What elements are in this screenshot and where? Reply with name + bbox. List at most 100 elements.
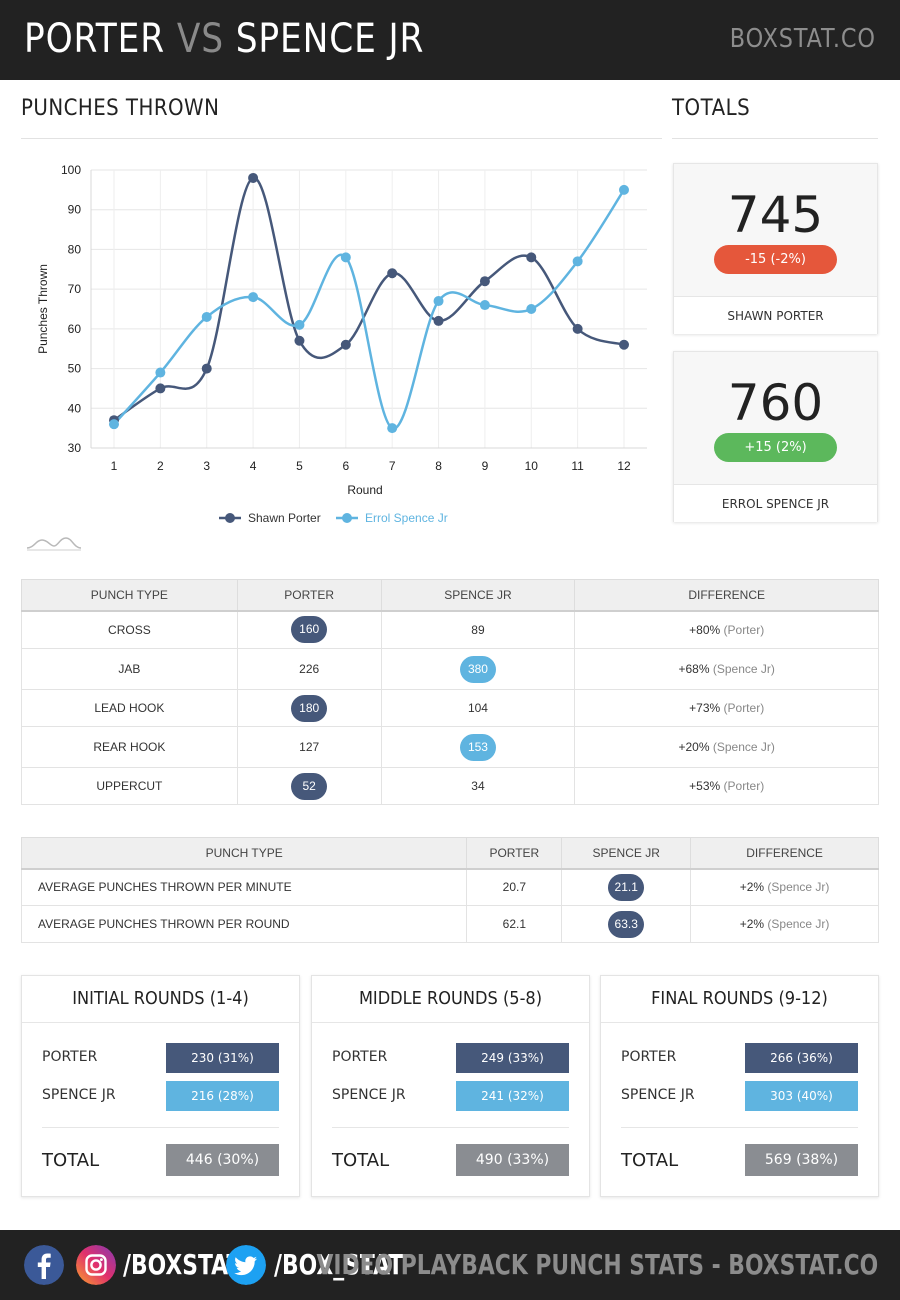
y-axis-title: Punches Thrown <box>36 264 50 354</box>
total-value: 760 <box>727 374 824 432</box>
total-label: TOTAL <box>621 1150 679 1171</box>
difference-winner: (Spence Jr) <box>767 880 830 895</box>
difference-cell: +53% (Porter) <box>574 767 879 805</box>
instagram-icon[interactable] <box>76 1245 116 1285</box>
porter-cell: 62.1 <box>466 905 563 943</box>
total-value: 446 (30%) <box>166 1144 279 1176</box>
data-point-spence <box>201 311 212 322</box>
spence-label: SPENCE JR <box>621 1087 695 1103</box>
table-header-row: PUNCH TYPE PORTER SPENCE JR DIFFERENCE <box>21 579 879 612</box>
spence-cell: 89 <box>380 610 576 649</box>
average-punches-table: PUNCH TYPE PORTER SPENCE JR DIFFERENCE A… <box>20 837 879 943</box>
twitter-icon[interactable] <box>226 1245 266 1285</box>
divider <box>21 138 662 139</box>
divider <box>672 138 878 139</box>
x-tick-label: 7 <box>389 459 396 473</box>
data-point-porter <box>479 276 490 287</box>
page-title: PORTER VS SPENCE JR <box>24 16 424 62</box>
round-card-initial: INITIAL ROUNDS (1-4) PORTER 230 (31%) SP… <box>21 975 300 1197</box>
divider <box>601 1022 878 1023</box>
spence-cell: 63.3 <box>561 905 692 943</box>
porter-cell: 226 <box>236 648 382 690</box>
data-point-spence <box>572 256 583 267</box>
difference-cell: +80% (Porter) <box>574 610 879 649</box>
punch-type-cell: JAB <box>21 648 238 690</box>
winner-pill: 380 <box>459 655 496 683</box>
punch-type-cell: LEAD HOOK <box>21 689 238 727</box>
change-badge: -15 (-2%) <box>714 245 837 274</box>
data-point-spence <box>248 292 259 303</box>
divider <box>42 1127 279 1128</box>
y-tick-label: 60 <box>68 322 82 336</box>
difference-value: +53% <box>689 779 721 793</box>
spence-label: SPENCE JR <box>332 1087 406 1103</box>
data-point-spence <box>526 304 537 314</box>
porter-label: PORTER <box>42 1049 98 1065</box>
x-tick-label: 11 <box>571 459 584 473</box>
chart-thumbnail-icon <box>26 537 82 551</box>
column-header: PORTER <box>466 837 563 870</box>
data-point-porter <box>433 315 444 326</box>
x-tick-label: 9 <box>482 459 489 473</box>
data-point-spence <box>340 252 351 263</box>
punch-type-cell: AVERAGE PUNCHES THROWN PER MINUTE <box>20 868 468 906</box>
x-tick-label: 10 <box>525 459 539 473</box>
porter-cell: 127 <box>236 726 382 768</box>
difference-winner: (Spence Jr) <box>712 740 775 754</box>
fighter-name: ERROL SPENCE JR <box>674 484 877 522</box>
x-tick-label: 1 <box>111 459 118 473</box>
round-card-title: MIDDLE ROUNDS (5-8) <box>358 988 543 1009</box>
winner-pill: 160 <box>291 616 328 644</box>
difference-value: +73% <box>689 701 721 715</box>
difference-value: +80% <box>689 622 721 637</box>
header: PORTER VS SPENCE JR BOXSTAT.CO <box>0 0 900 80</box>
porter-label: PORTER <box>621 1049 677 1065</box>
data-point-porter <box>201 363 212 374</box>
y-tick-label: 50 <box>68 362 82 376</box>
table-row: LEAD HOOK 180 104 +73% (Porter) <box>21 689 879 727</box>
spence-cell: 104 <box>380 689 576 727</box>
data-point-porter <box>387 268 398 279</box>
spence-value: 216 (28%) <box>166 1081 279 1111</box>
data-point-porter <box>294 335 305 346</box>
y-tick-label: 100 <box>61 163 81 177</box>
total-label: TOTAL <box>332 1150 390 1171</box>
column-header: DIFFERENCE <box>574 579 879 612</box>
x-tick-label: 5 <box>296 459 303 473</box>
site-name: BOXSTAT.CO <box>729 24 876 54</box>
winner-pill: 52 <box>291 772 328 800</box>
round-card-middle: MIDDLE ROUNDS (5-8) PORTER 249 (33%) SPE… <box>311 975 590 1197</box>
x-tick-label: 12 <box>617 459 631 473</box>
table-row: REAR HOOK 127 153 +20% (Spence Jr) <box>21 726 879 768</box>
data-point-porter <box>248 172 259 183</box>
table-row: JAB 226 380 +68% (Spence Jr) <box>21 648 879 690</box>
table-row: AVERAGE PUNCHES THROWN PER ROUND 62.1 63… <box>20 905 879 943</box>
vs-label: VS <box>176 16 224 62</box>
difference-cell: +2% (Spence Jr) <box>690 868 879 906</box>
facebook-instagram-handle[interactable]: /BOXSTAT <box>123 1248 242 1281</box>
spence-cell: 34 <box>380 767 576 805</box>
y-tick-label: 90 <box>68 203 82 217</box>
total-value: 569 (38%) <box>745 1144 858 1176</box>
porter-value: 230 (31%) <box>166 1043 279 1073</box>
difference-winner: (Porter) <box>723 701 765 715</box>
difference-value: +68% <box>678 662 710 676</box>
twitter-handle[interactable]: /BOX_STAT <box>274 1248 404 1281</box>
punch-type-table: PUNCH TYPE PORTER SPENCE JR DIFFERENCE C… <box>21 579 879 805</box>
table-row: AVERAGE PUNCHES THROWN PER MINUTE 20.7 2… <box>20 868 879 906</box>
column-header: PUNCH TYPE <box>20 837 468 870</box>
difference-winner: (Spence Jr) <box>712 662 775 676</box>
difference-value: +20% <box>678 740 710 754</box>
difference-cell: +68% (Spence Jr) <box>574 648 879 690</box>
data-point-spence <box>294 319 305 330</box>
x-axis-title: Round <box>347 483 382 497</box>
winner-pill: 63.3 <box>608 910 645 938</box>
punch-type-cell: CROSS <box>21 610 238 649</box>
change-badge: +15 (2%) <box>714 433 837 462</box>
legend-label: Shawn Porter <box>248 511 321 525</box>
porter-value: 249 (33%) <box>456 1043 569 1073</box>
round-card-title: INITIAL ROUNDS (1-4) <box>72 988 249 1009</box>
round-card-final: FINAL ROUNDS (9-12) PORTER 266 (36%) SPE… <box>600 975 879 1197</box>
facebook-icon[interactable] <box>24 1245 64 1285</box>
